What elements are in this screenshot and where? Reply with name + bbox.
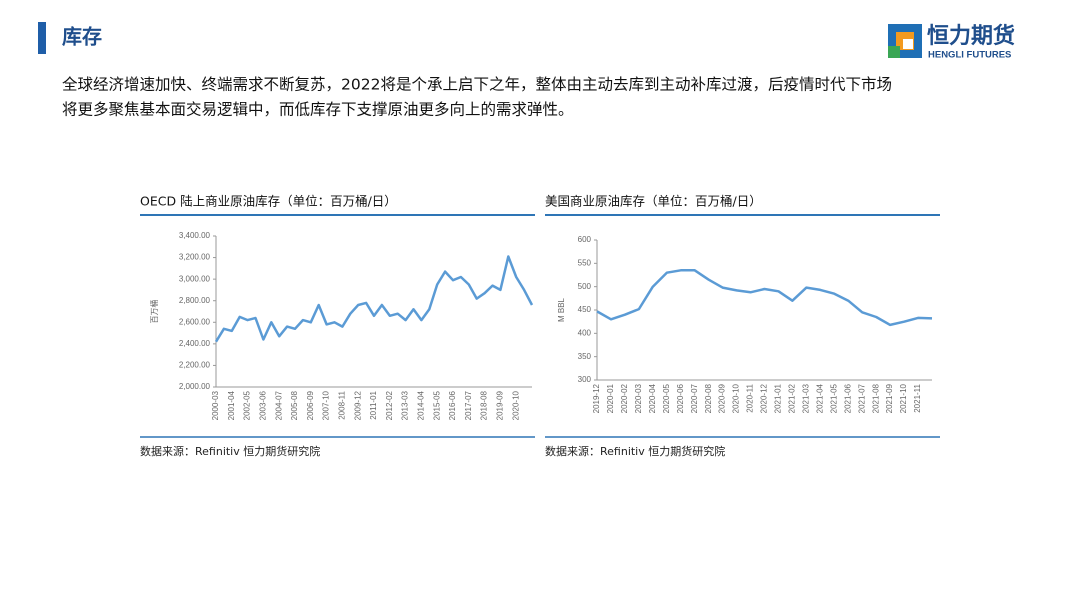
x-tick-label: 2021-11 bbox=[913, 383, 922, 412]
x-tick-label: 2003-06 bbox=[259, 390, 268, 420]
x-tick-label: 2018-08 bbox=[480, 390, 489, 420]
y-tick-label: 550 bbox=[578, 258, 592, 267]
logo-text: 恒力期货 bbox=[927, 23, 1015, 49]
x-tick-label: 2020-06 bbox=[676, 383, 685, 413]
x-tick-label: 2021-06 bbox=[843, 383, 852, 413]
data-line bbox=[214, 255, 534, 343]
x-tick-label: 2007-10 bbox=[322, 390, 331, 420]
x-tick-label: 2002-05 bbox=[243, 390, 252, 420]
x-tick-label: 2019-09 bbox=[496, 390, 505, 420]
y-tick-label: 300 bbox=[578, 375, 592, 384]
title-bar bbox=[38, 22, 46, 54]
x-tick-label: 2020-03 bbox=[634, 383, 643, 413]
x-tick-label: 2004-07 bbox=[274, 390, 283, 420]
x-tick-label: 2020-09 bbox=[718, 383, 727, 413]
source: 数据来源：Refinitiv 恒力期货研究院 bbox=[545, 444, 725, 458]
source: 数据来源：Refinitiv 恒力期货研究院 bbox=[140, 444, 320, 458]
x-tick-label: 2001-04 bbox=[227, 390, 236, 420]
x-tick-label: 2020-04 bbox=[648, 383, 657, 413]
slide-title: 库存 bbox=[62, 25, 102, 49]
y-tick-label: 3,000.00 bbox=[179, 274, 211, 283]
x-tick-label: 2000-03 bbox=[211, 390, 220, 420]
y-tick-label: 3,200.00 bbox=[179, 253, 211, 262]
y-axis-label: M BBL bbox=[557, 297, 566, 322]
y-tick-label: 3,400.00 bbox=[179, 231, 211, 240]
x-tick-label: 2015-05 bbox=[432, 390, 441, 420]
x-tick-label: 2013-03 bbox=[401, 390, 410, 420]
x-tick-label: 2019-12 bbox=[592, 383, 601, 413]
logo-subtext: HENGLI FUTURES bbox=[928, 50, 1011, 61]
x-tick-label: 2021-10 bbox=[899, 383, 908, 413]
x-tick-label: 2020-10 bbox=[511, 390, 520, 420]
y-tick-label: 450 bbox=[578, 305, 592, 314]
x-tick-label: 2005-08 bbox=[290, 390, 299, 420]
x-tick-label: 2021-02 bbox=[788, 383, 797, 413]
y-tick-label: 2,400.00 bbox=[179, 339, 211, 348]
x-tick-label: 2021-03 bbox=[801, 383, 810, 413]
paragraph-line: 全球经济增速加快、终端需求不断复苏，2022将是个承上启下之年，整体由主动去库到… bbox=[62, 76, 892, 94]
x-tick-label: 2020-01 bbox=[606, 383, 615, 413]
y-tick-label: 600 bbox=[578, 235, 592, 244]
x-tick-label: 2006-09 bbox=[306, 390, 315, 420]
x-tick-label: 2020-11 bbox=[746, 383, 755, 412]
y-tick-label: 2,600.00 bbox=[179, 317, 211, 326]
x-tick-label: 2009-12 bbox=[353, 390, 362, 420]
x-tick-label: 2011-01 bbox=[369, 390, 378, 419]
y-tick-label: 400 bbox=[578, 328, 592, 337]
chart-title: 美国商业原油库存（单位：百万桶/日） bbox=[545, 194, 762, 209]
y-tick-label: 2,200.00 bbox=[179, 361, 211, 370]
data-line bbox=[596, 269, 933, 327]
x-tick-label: 2021-05 bbox=[829, 383, 838, 413]
x-tick-label: 2021-09 bbox=[885, 383, 894, 413]
chart-title: OECD 陆上商业原油库存（单位：百万桶/日） bbox=[140, 194, 397, 209]
x-tick-label: 2016-06 bbox=[448, 390, 457, 420]
x-tick-label: 2020-08 bbox=[704, 383, 713, 413]
y-tick-label: 2,000.00 bbox=[179, 382, 211, 391]
x-tick-label: 2021-07 bbox=[857, 383, 866, 413]
y-axis-label: 百万桶 bbox=[149, 300, 159, 324]
y-tick-label: 2,800.00 bbox=[179, 296, 211, 305]
y-tick-label: 500 bbox=[578, 282, 592, 291]
x-tick-label: 2021-01 bbox=[774, 383, 783, 413]
x-tick-label: 2020-10 bbox=[732, 383, 741, 413]
x-tick-label: 2020-02 bbox=[620, 383, 629, 413]
x-tick-label: 2021-08 bbox=[871, 383, 880, 413]
x-tick-label: 2021-04 bbox=[815, 383, 824, 413]
x-tick-label: 2012-02 bbox=[385, 390, 394, 420]
x-tick-label: 2014-04 bbox=[417, 390, 426, 420]
x-tick-label: 2020-07 bbox=[690, 383, 699, 413]
logo: 恒力期货 HENGLI FUTURES bbox=[888, 23, 1015, 61]
paragraph-line: 将更多聚焦基本面交易逻辑中，而低库存下支撑原油更多向上的需求弹性。 bbox=[62, 101, 574, 119]
y-tick-label: 350 bbox=[578, 352, 592, 361]
x-tick-label: 2020-12 bbox=[760, 383, 769, 413]
x-tick-label: 2008-11 bbox=[338, 390, 347, 419]
x-tick-label: 2020-05 bbox=[662, 383, 671, 413]
x-tick-label: 2017-07 bbox=[464, 390, 473, 420]
